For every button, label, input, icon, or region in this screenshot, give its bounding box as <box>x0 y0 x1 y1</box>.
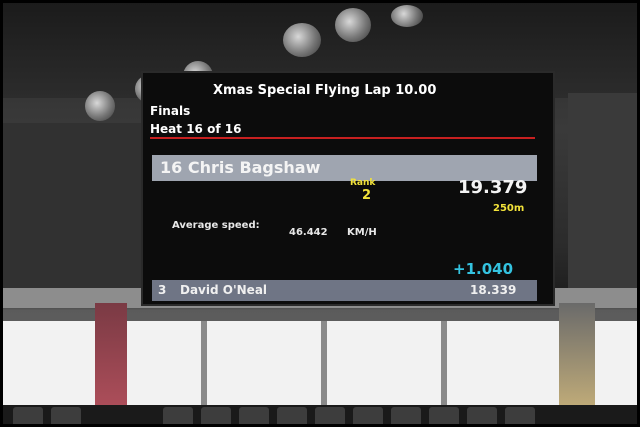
leader-name: David O'Neal <box>180 283 268 297</box>
seat <box>353 407 383 424</box>
pillar-left <box>95 303 127 418</box>
scoreboard-screen: Xmas Special Flying Lap 10.00 Finals Hea… <box>141 71 555 306</box>
seat <box>315 407 345 424</box>
heat-divider <box>150 137 535 139</box>
distance-label: 250m <box>493 203 525 214</box>
lap-time: 19.379 <box>458 177 528 198</box>
event-title: Xmas Special Flying Lap 10.00 <box>213 83 437 98</box>
average-speed-value: 46.442 <box>289 227 328 238</box>
window-mullion <box>201 321 207 416</box>
window-mullion <box>321 321 327 416</box>
time-gap: +1.040 <box>453 260 514 278</box>
seat <box>391 407 421 424</box>
leader-time: 18.339 <box>470 283 517 297</box>
heat-label: Heat 16 of 16 <box>150 122 242 136</box>
average-speed-unit: KM/H <box>347 227 377 238</box>
seat <box>13 407 43 424</box>
seat <box>163 407 193 424</box>
arena-wall-left <box>3 123 148 293</box>
current-rider-bar: 16 Chris Bagshaw <box>152 155 537 181</box>
stage-label: Finals <box>150 104 191 118</box>
seat <box>201 407 231 424</box>
ceiling-spotlight <box>283 23 321 57</box>
seat <box>467 407 497 424</box>
ceiling-spotlight <box>391 5 423 27</box>
ceiling-spotlight <box>335 8 371 42</box>
window-mullion <box>441 321 447 416</box>
pillar-right <box>559 303 595 418</box>
rank-value: 2 <box>362 188 372 203</box>
leader-bar: 3 David O'Neal 18.339 <box>152 280 537 301</box>
ceiling-spotlight <box>85 91 115 121</box>
current-rider-name: 16 Chris Bagshaw <box>160 158 321 177</box>
arena-wall-right <box>568 93 637 303</box>
seat <box>277 407 307 424</box>
leader-rank: 3 <box>158 283 167 297</box>
rank-label: Rank <box>350 178 376 188</box>
average-speed-label: Average speed: <box>172 220 260 231</box>
seat <box>505 407 535 424</box>
seat <box>429 407 459 424</box>
seat <box>239 407 269 424</box>
seat <box>51 407 81 424</box>
